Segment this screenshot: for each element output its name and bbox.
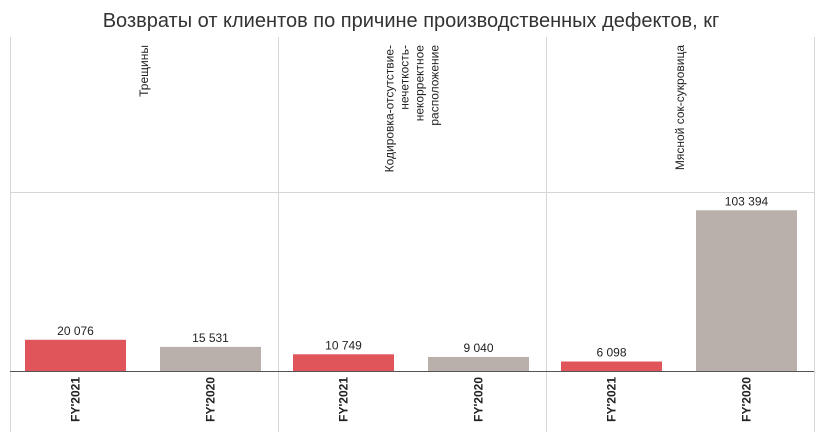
panel-label-line: Мясной сок-сукровица <box>673 45 687 170</box>
chart-frame <box>10 37 815 432</box>
value-labels: 20 076 15 531 10 749 9 040 6 098 103 394 <box>57 194 768 359</box>
panel-label-line: Трещины <box>137 45 151 97</box>
panel-label-line: нечеткость- <box>398 45 412 110</box>
bar-value-label: 103 394 <box>725 194 769 208</box>
bar-value-label: 15 531 <box>192 331 229 345</box>
x-tick-label: FY'2021 <box>337 377 351 422</box>
x-tick-label: FY'2020 <box>740 377 754 422</box>
panel-label-line: некорректное <box>413 45 427 122</box>
bar <box>293 354 394 371</box>
bar-value-label: 9 040 <box>463 341 493 355</box>
bar <box>25 339 126 371</box>
x-tick-label: FY'2021 <box>69 377 83 422</box>
x-tick-labels: FY'2021 FY'2020 FY'2021 FY'2020 FY'2021 FY'20… <box>69 377 754 422</box>
x-tick-label: FY'2021 <box>605 377 619 422</box>
x-tick-label: FY'2020 <box>472 377 486 422</box>
bar-value-label: 6 098 <box>596 346 626 360</box>
bar-value-label: 20 076 <box>57 324 94 338</box>
bar <box>696 210 797 371</box>
bar <box>561 361 662 371</box>
panel-label-line: расположение <box>428 45 442 126</box>
x-tick-label: FY'2020 <box>204 377 218 422</box>
panel-label-line: Кодировка-отсутствие- <box>383 45 397 172</box>
panel-labels: Трещины Кодировка-отсутствие-нечеткость-н… <box>137 45 687 173</box>
bars <box>25 210 797 371</box>
chart-title: Возвраты от клиентов по причине производ… <box>103 10 720 32</box>
bar <box>160 346 261 371</box>
bar <box>428 356 529 371</box>
bar-value-label: 10 749 <box>325 338 362 352</box>
